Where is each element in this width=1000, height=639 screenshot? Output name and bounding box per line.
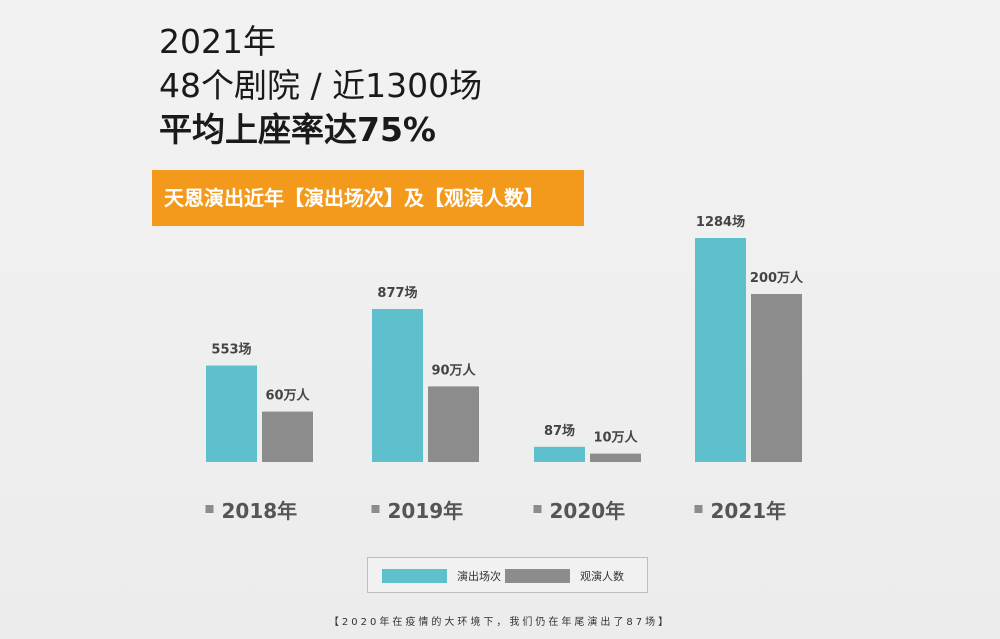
category-bullet-2 xyxy=(371,505,380,513)
bar-audience-2 xyxy=(428,386,479,462)
data-label-audience-4: 200万人 xyxy=(750,270,804,286)
bar-performances-3 xyxy=(534,446,585,462)
category-label-1: 2018年 xyxy=(222,499,298,523)
headline-occupancy: 平均上座率达75% xyxy=(159,110,436,149)
data-label-performances-1: 553场 xyxy=(211,343,251,358)
headline-theaters: 48个剧院 / 近1300场 xyxy=(159,66,483,105)
bar-performances-1 xyxy=(206,365,257,462)
category-label-4: 2021年 xyxy=(711,499,787,523)
bar-audience-4 xyxy=(751,294,802,462)
chart-legend: 演出场次 观演人数 xyxy=(367,557,648,593)
bar-audience-1 xyxy=(262,411,313,462)
legend-label-performances: 演出场次 xyxy=(457,570,501,583)
category-bullet-3 xyxy=(533,505,542,513)
chart-title-banner: 天恩演出近年【演出场次】及【观演人数】 xyxy=(152,170,584,226)
category-bullet-4 xyxy=(694,505,703,513)
data-label-audience-1: 60万人 xyxy=(265,388,310,404)
category-bullet-1 xyxy=(205,505,214,513)
legend-item-audience: 观演人数 xyxy=(505,567,624,585)
category-label-2: 2019年 xyxy=(388,499,464,523)
data-label-performances-2: 877场 xyxy=(377,286,417,301)
data-label-performances-3: 87场 xyxy=(544,424,575,439)
data-label-audience-3: 10万人 xyxy=(593,430,638,446)
legend-swatch-performances xyxy=(382,569,447,583)
headline-year: 2021年 xyxy=(159,22,276,61)
bar-performances-4 xyxy=(695,238,746,462)
legend-swatch-audience xyxy=(505,569,570,583)
data-label-audience-2: 90万人 xyxy=(431,362,476,378)
headline: 2021年 48个剧院 / 近1300场 平均上座率达75% xyxy=(159,20,859,152)
data-label-performances-4: 1284场 xyxy=(696,215,745,230)
category-label-3: 2020年 xyxy=(550,499,626,523)
bar-audience-3 xyxy=(590,453,641,462)
legend-label-audience: 观演人数 xyxy=(580,570,624,583)
footer-note: 【2020年在疫情的大环境下，我们仍在年尾演出了87场】 xyxy=(328,617,672,628)
legend-item-performances: 演出场次 xyxy=(382,567,501,585)
bar-performances-2 xyxy=(372,309,423,462)
